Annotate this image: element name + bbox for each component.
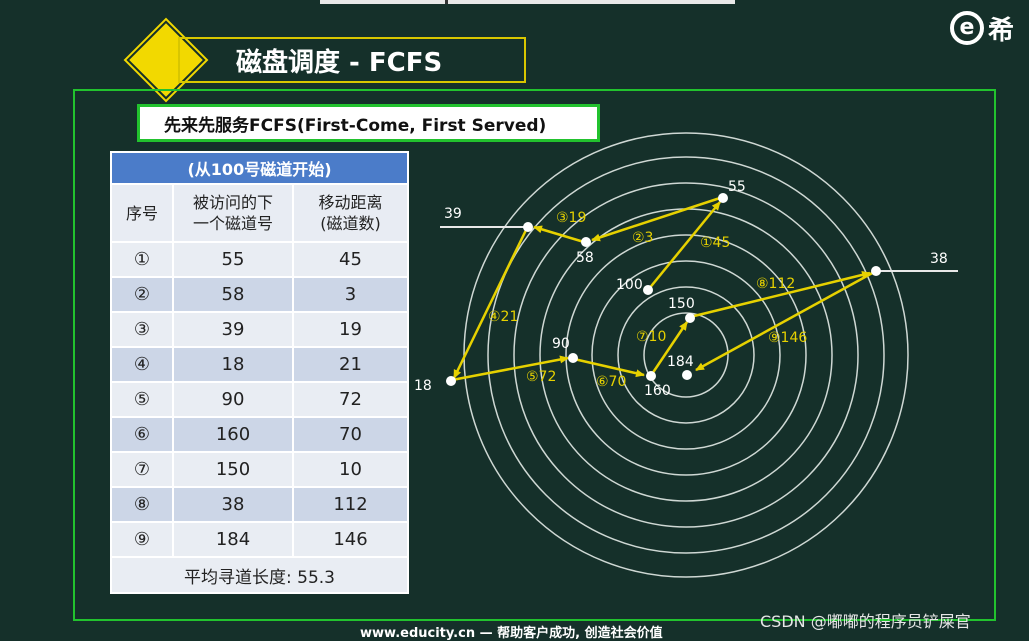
point-start [643,285,653,295]
col-header-seq: 序号 [110,183,174,243]
arrow-move-4 [452,227,529,379]
point-39 [523,222,533,232]
move-label-5: ⑤72 [526,369,556,385]
col-header-track: 被访问的下 一个磁道号 [172,183,294,243]
move-label-2: ②3 [632,230,653,246]
label-58: 58 [576,250,594,266]
table-row: ⑨ 184 146 [110,521,409,558]
arrow-move-2 [591,196,721,242]
move-label-9: ⑨146 [768,330,807,346]
point-90 [568,353,578,363]
point-55 [718,193,728,203]
point-18 [446,376,456,386]
arrow-move-7 [650,321,689,375]
content-frame [73,89,996,621]
label-18: 18 [414,378,432,394]
logo-mark: e [950,11,984,45]
table-row: ⑧ 38 112 [110,486,409,523]
average-seek-length: 平均寻道长度: 55.3 [110,556,409,594]
table-row: ④ 18 21 [110,346,409,383]
point-184 [682,370,692,380]
track-labels: 100 55 58 39 18 90 160 150 38 184 [414,179,948,399]
point-38 [871,266,881,276]
table-caption: (从100号磁道开始) [110,151,409,185]
slide-title: 磁盘调度 - FCFS [178,37,526,83]
csdn-watermark: CSDN @嘟嘟的程序员铲屎官 [760,612,971,631]
arrow-move-9 [695,269,877,372]
educity-logo: e 希 [950,8,1014,48]
arrow-move-6 [573,357,645,378]
label-start: 100 [616,277,643,293]
move-label-6: ⑥70 [596,374,626,390]
table-row: ⑤ 90 72 [110,381,409,418]
seek-table: (从100号磁道开始) 序号 被访问的下 一个磁道号 移动距离 (磁道数) ① 55 4… [110,151,409,594]
table-row: ⑦ 150 10 [110,451,409,488]
arrow-move-5 [451,355,569,382]
move-label-1: ①45 [700,235,730,251]
table-row: ① 55 45 [110,241,409,278]
subtitle-box: 先来先服务FCFS(First-Come, First Served) [137,104,600,142]
footer-slogan: www.educity.cn — 帮助客户成功, 创造社会价值 [360,626,663,641]
top-scrollbar [320,0,735,4]
point-160 [646,371,656,381]
move-labels: ①45 ②3 ③19 ④21 ⑤72 ⑥70 ⑦10 ⑧112 ⑨146 [488,210,807,390]
label-90: 90 [552,336,570,352]
arrow-move-3 [533,225,585,244]
track-points [446,193,881,386]
move-label-7: ⑦10 [636,329,666,345]
label-39: 39 [444,206,462,222]
arrow-move-1 [647,201,721,291]
label-150: 150 [668,296,695,312]
col-header-distance: 移动距离 (磁道数) [292,183,409,243]
table-row: ⑥ 160 70 [110,416,409,453]
point-58 [581,237,591,247]
table-row: ③ 39 19 [110,311,409,348]
label-184: 184 [667,354,694,370]
logo-char: 希 [988,15,1015,46]
move-label-8: ⑧112 [756,276,795,292]
move-label-4: ④21 [488,309,518,325]
move-label-3: ③19 [556,210,586,226]
label-38: 38 [930,251,948,267]
point-150 [685,313,695,323]
label-55: 55 [728,179,746,195]
table-row: ② 58 3 [110,276,409,313]
seek-arrows [451,196,877,382]
disk-track-diagram: 100 55 58 39 18 90 160 150 38 184 ①45 ②3… [414,132,958,578]
label-160: 160 [644,383,671,399]
arrow-move-8 [689,271,871,319]
